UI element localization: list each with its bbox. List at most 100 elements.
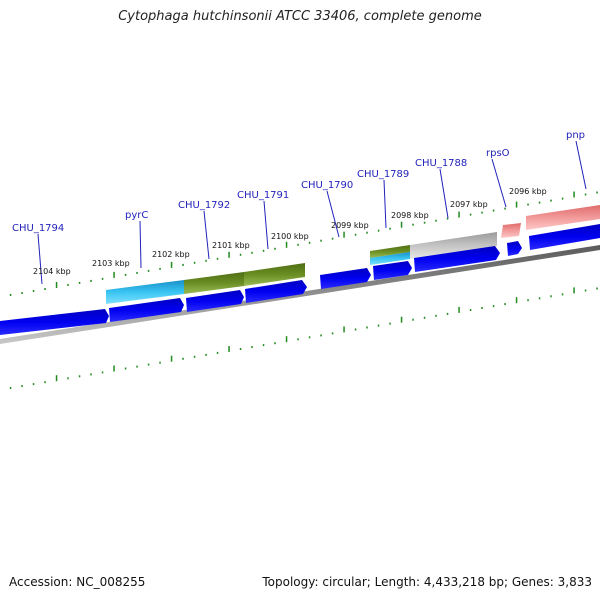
scale-tick-upper [412,223,414,226]
scale-tick-lower [136,365,138,368]
gene-label-CHU_1791: CHU_1791 [237,190,289,201]
cds-arrow-pyrC[interactable] [109,298,184,322]
gene-block-rpsO[interactable] [501,223,521,238]
scale-tick-upper [458,211,460,218]
scale-tick-lower [550,295,552,298]
scale-tick-upper [331,237,334,240]
kbp-label: 2097 kbp [450,200,488,209]
scale-tick-lower [400,316,403,323]
gene-block-CHU_1789-cyan[interactable] [370,252,410,265]
scale-tick-upper [446,217,449,220]
scale-tick-upper [9,294,12,296]
cds-arrow-CHU_1792[interactable] [186,290,244,312]
label-leader-line [491,158,507,208]
gene-block-CHU_1788[interactable] [410,232,497,259]
scale-tick-lower [435,314,437,317]
kbp-label: 2098 kbp [391,211,429,220]
kbp-label: 2096 kbp [509,187,547,196]
accession-text: Accession: NC_008255 [9,575,146,589]
scale-tick-upper [67,283,69,286]
scale-tick-lower [193,355,196,358]
scale-tick-upper [182,263,184,266]
scale-tick-lower [515,297,518,304]
scale-tick-lower [423,316,426,319]
scale-tick-lower [389,322,391,325]
scale-tick-upper [596,191,598,194]
scale-tick-upper [193,261,196,264]
scale-tick-lower [297,338,299,341]
gene-label-CHU_1788: CHU_1788 [415,158,467,169]
cds-arrow-CHU_1788[interactable] [414,246,500,272]
scale-tick-lower [377,324,380,327]
scale-tick-lower [274,342,276,345]
scale-tick-upper [492,209,495,212]
scale-tick-upper [573,191,575,198]
scale-tick-upper [320,239,322,242]
scale-tick-upper [124,273,127,276]
scale-tick-lower [308,336,311,339]
scale-tick-upper [377,229,380,232]
cds-arrow-pnp[interactable] [529,224,600,250]
scale-tick-upper [308,241,311,244]
scale-tick-lower [90,373,92,376]
map-title: Cytophaga hutchinsonii ATCC 33406, compl… [118,9,482,24]
scale-tick-upper [262,249,265,252]
label-leader-line [383,179,387,229]
gene-label-CHU_1792: CHU_1792 [178,200,230,211]
scale-tick-lower [124,367,127,370]
cds-arrow-CHU_1794[interactable] [0,309,109,335]
scale-tick-lower [584,289,587,292]
genome-stats-text: Topology: circular; Length: 4,433,218 bp… [262,575,592,589]
cds-arrow-CHU_1791[interactable] [245,280,307,303]
scale-tick-lower [228,346,230,352]
scale-tick-lower [32,383,35,386]
label-leader-line [139,220,142,269]
scale-tick-lower [573,287,575,294]
gene-label-CHU_1794: CHU_1794 [12,223,64,234]
gene-block-CHU_1789-olive[interactable] [370,245,410,258]
scale-tick-lower [469,309,472,311]
scale-tick-lower [366,326,368,329]
scale-tick-lower [458,306,460,313]
tick-layer [9,191,598,389]
scale-tick-lower [170,355,173,362]
genome-backbone [0,245,600,344]
label-leader-line [326,190,340,238]
scale-tick-upper [251,251,253,254]
scale-tick-lower [21,385,23,388]
scale-tick-upper [228,251,230,258]
gene-block-pyrC[interactable] [106,280,184,304]
scale-tick-upper [55,282,58,288]
scale-tick-upper [159,267,161,270]
label-leader-line [203,210,210,260]
scale-tick-lower [412,318,414,321]
gene-block-CHU_1791[interactable] [244,263,305,286]
gene-label-rpsO: rpsO [486,148,510,159]
scale-tick-upper [90,279,92,282]
scale-tick-upper [550,199,552,202]
scale-tick-upper [285,241,288,248]
scale-tick-upper [136,271,138,274]
scale-tick-lower [9,387,12,389]
scale-tick-upper [113,271,115,278]
gene-label-pyrC: pyrC [125,210,148,221]
scale-tick-lower [182,357,184,360]
scale-tick-lower [251,346,253,349]
scale-tick-lower [446,312,449,315]
gene-block-CHU_1792[interactable] [184,272,244,294]
scale-tick-lower [331,332,334,335]
gene-block-pnp[interactable] [526,205,600,230]
scale-tick-lower [343,326,345,333]
scale-tick-lower [527,299,529,302]
cds-arrow-CHU_1789[interactable] [373,261,412,280]
cds-arrow-CHU_1790[interactable] [320,268,371,289]
cds-arrow-rpsO[interactable] [507,241,522,256]
scale-tick-upper [423,221,426,224]
scale-tick-upper [527,203,529,206]
label-leader-line [439,168,449,219]
scale-tick-lower [44,381,46,384]
label-leader-line [263,200,269,250]
scale-tick-lower [262,344,265,347]
scale-tick-lower [67,377,69,380]
